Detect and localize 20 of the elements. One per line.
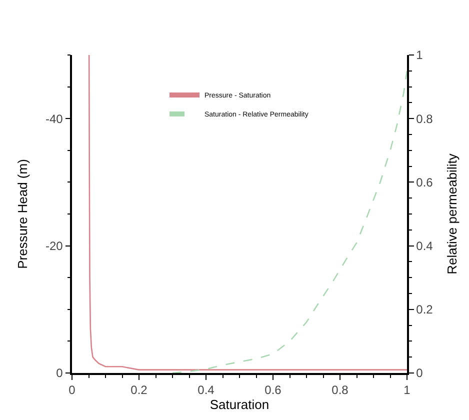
x-tick-label: 0.4 bbox=[198, 383, 215, 398]
x-tick-label: 0.6 bbox=[264, 383, 282, 398]
y-tick-label: -40 bbox=[46, 112, 64, 126]
line-series bbox=[172, 70, 407, 373]
x-tick-label: 1 bbox=[404, 383, 411, 398]
y2-tick-label: 1 bbox=[416, 48, 424, 62]
y2-tick-label: 0 bbox=[416, 366, 424, 380]
x-axis-title: Saturation bbox=[210, 397, 270, 412]
x-tick-label: 0.2 bbox=[130, 383, 148, 398]
x-tick-label: 0.8 bbox=[332, 383, 349, 398]
y-axis-title: Pressure Head (m) bbox=[14, 159, 30, 269]
y-tick-label: 0 bbox=[56, 366, 64, 380]
x-tick-label: 0 bbox=[68, 383, 76, 398]
y2-tick-label: 0.8 bbox=[416, 112, 434, 126]
line-series bbox=[88, 55, 407, 370]
y2-axis-title: Relative permeability bbox=[444, 153, 460, 274]
y2-tick-label: 0.2 bbox=[416, 302, 434, 317]
y-tick-label: -20 bbox=[46, 239, 64, 253]
y2-tick-label: 0.6 bbox=[416, 175, 434, 190]
y2-tick-label: 0.4 bbox=[416, 239, 434, 253]
